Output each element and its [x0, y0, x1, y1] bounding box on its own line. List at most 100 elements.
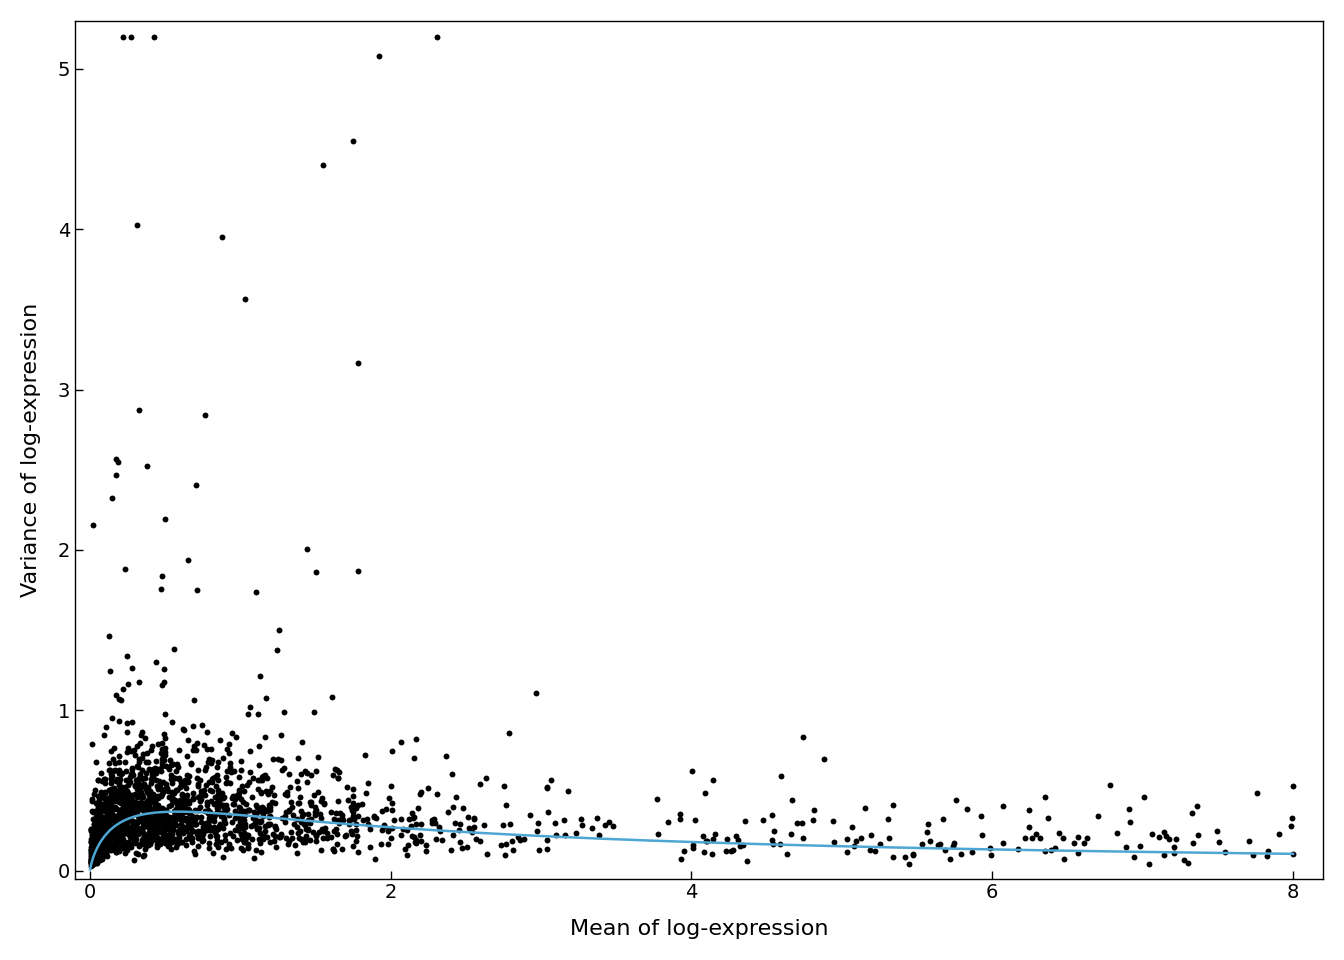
Point: [165, 831, 187, 847]
Point: [144, 798, 165, 813]
Point: [89, 817, 110, 832]
Point: [117, 778, 138, 793]
Point: [302, 705, 324, 720]
Point: [415, 843, 437, 858]
Point: [761, 832, 782, 848]
Point: [161, 768, 183, 783]
Point: [142, 820, 164, 835]
Point: [148, 830, 169, 846]
Point: [187, 825, 208, 840]
Point: [82, 844, 103, 859]
Point: [171, 817, 192, 832]
Point: [82, 845, 103, 860]
Point: [81, 849, 102, 864]
Point: [1257, 849, 1278, 864]
Point: [134, 832, 156, 848]
Point: [245, 815, 266, 830]
Point: [860, 827, 882, 842]
Point: [98, 806, 120, 822]
Point: [188, 839, 210, 854]
Point: [90, 826, 112, 841]
Point: [132, 830, 153, 846]
Point: [191, 783, 212, 799]
Point: [845, 833, 867, 849]
Point: [343, 133, 364, 149]
Point: [1073, 835, 1094, 851]
Point: [128, 810, 149, 826]
Point: [192, 819, 214, 834]
Point: [126, 821, 148, 836]
Point: [85, 852, 106, 868]
Point: [257, 803, 278, 818]
Point: [118, 788, 140, 804]
Point: [207, 773, 228, 788]
Point: [159, 820, 180, 835]
Point: [144, 795, 165, 810]
Point: [90, 805, 112, 821]
Point: [540, 773, 562, 788]
Point: [97, 803, 118, 818]
Point: [1164, 845, 1185, 860]
Point: [190, 773, 211, 788]
Point: [841, 819, 863, 834]
Point: [648, 827, 669, 842]
Point: [81, 852, 102, 867]
Point: [149, 837, 171, 852]
Point: [972, 828, 993, 843]
Point: [142, 786, 164, 802]
Point: [99, 802, 121, 817]
Point: [94, 840, 116, 855]
Point: [402, 805, 423, 821]
Point: [110, 822, 132, 837]
Point: [117, 798, 138, 813]
Point: [339, 816, 360, 831]
Point: [89, 834, 110, 850]
Point: [93, 803, 114, 818]
Point: [105, 687, 126, 703]
Point: [793, 830, 814, 846]
Point: [93, 831, 114, 847]
Point: [164, 813, 185, 828]
Point: [403, 834, 425, 850]
Point: [155, 832, 176, 848]
Point: [146, 789, 168, 804]
Point: [86, 855, 108, 871]
Point: [91, 844, 113, 859]
Point: [98, 629, 120, 644]
Point: [737, 853, 758, 869]
Point: [98, 826, 120, 841]
Point: [233, 812, 254, 828]
Point: [103, 808, 125, 824]
Point: [224, 823, 246, 838]
Point: [184, 844, 206, 859]
Point: [114, 788, 136, 804]
Point: [263, 787, 285, 803]
Point: [99, 798, 121, 813]
Point: [144, 761, 165, 777]
Point: [98, 814, 120, 829]
Point: [151, 582, 172, 597]
Point: [200, 822, 222, 837]
Point: [105, 824, 126, 839]
Point: [130, 799, 152, 814]
Point: [212, 810, 234, 826]
Point: [83, 838, 105, 853]
Point: [931, 811, 953, 827]
Point: [102, 793, 124, 808]
Point: [138, 811, 160, 827]
Point: [114, 837, 136, 852]
Point: [312, 823, 333, 838]
Point: [199, 810, 220, 826]
Point: [179, 793, 200, 808]
Point: [116, 783, 137, 799]
Point: [190, 787, 211, 803]
Point: [219, 761, 241, 777]
Point: [1141, 827, 1163, 842]
Point: [528, 842, 550, 857]
Point: [95, 830, 117, 846]
Point: [1239, 833, 1261, 849]
Point: [94, 785, 116, 801]
Point: [296, 765, 317, 780]
Point: [911, 837, 933, 852]
Point: [261, 780, 282, 795]
